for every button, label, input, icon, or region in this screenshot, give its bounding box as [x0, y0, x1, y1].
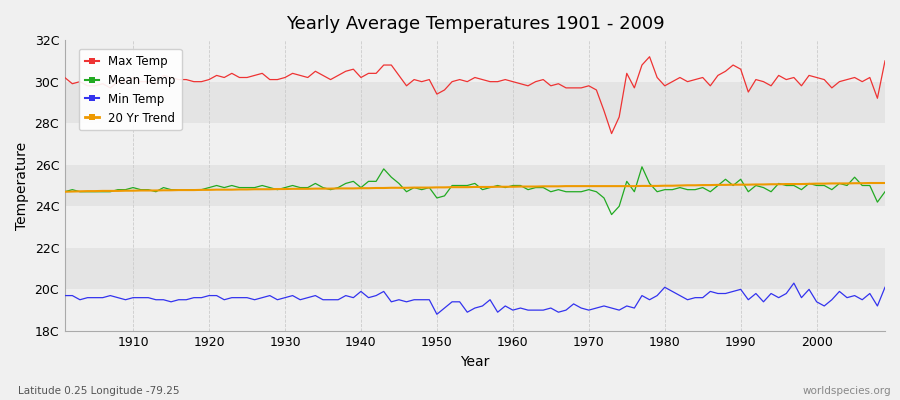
Bar [65, 123, 885, 165]
Legend: Max Temp, Mean Temp, Min Temp, 20 Yr Trend: Max Temp, Mean Temp, Min Temp, 20 Yr Tre… [79, 49, 182, 130]
Text: Latitude 0.25 Longitude -79.25: Latitude 0.25 Longitude -79.25 [18, 386, 179, 396]
Bar [65, 206, 885, 248]
Text: worldspecies.org: worldspecies.org [803, 386, 891, 396]
Y-axis label: Temperature: Temperature [15, 142, 29, 230]
Bar [65, 165, 885, 206]
Bar [65, 82, 885, 123]
Bar [65, 289, 885, 331]
Bar [65, 40, 885, 82]
X-axis label: Year: Year [460, 355, 490, 369]
Title: Yearly Average Temperatures 1901 - 2009: Yearly Average Temperatures 1901 - 2009 [285, 15, 664, 33]
Bar [65, 248, 885, 289]
